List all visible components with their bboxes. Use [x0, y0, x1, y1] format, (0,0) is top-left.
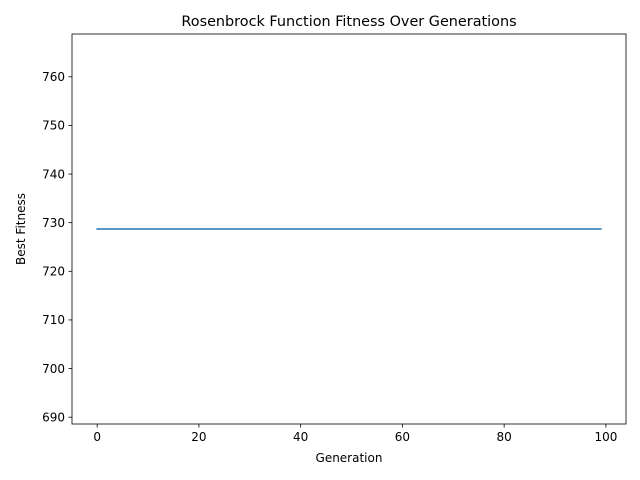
y-tick-label: 720 — [42, 265, 65, 279]
chart-title: Rosenbrock Function Fitness Over Generat… — [181, 14, 516, 30]
x-tick-label: 100 — [594, 430, 617, 444]
y-axis-label: Best Fitness — [14, 193, 28, 265]
y-tick-label: 730 — [42, 216, 65, 230]
x-tick-label: 20 — [191, 430, 206, 444]
x-axis-ticks: 0 20 40 60 80 100 — [93, 424, 617, 444]
x-tick-label: 0 — [93, 430, 101, 444]
y-tick-label: 760 — [42, 70, 65, 84]
y-tick-label: 690 — [42, 410, 65, 424]
x-axis-label: Generation — [316, 451, 383, 465]
x-tick-label: 60 — [395, 430, 410, 444]
y-tick-label: 710 — [42, 313, 65, 327]
y-tick-label: 740 — [42, 167, 65, 181]
x-tick-label: 40 — [293, 430, 308, 444]
plot-frame — [71, 33, 627, 425]
y-tick-label: 750 — [42, 119, 65, 133]
y-tick-label: 700 — [42, 362, 65, 376]
y-axis-ticks: 690 700 710 720 730 740 750 760 — [42, 70, 72, 424]
x-tick-label: 80 — [497, 430, 512, 444]
